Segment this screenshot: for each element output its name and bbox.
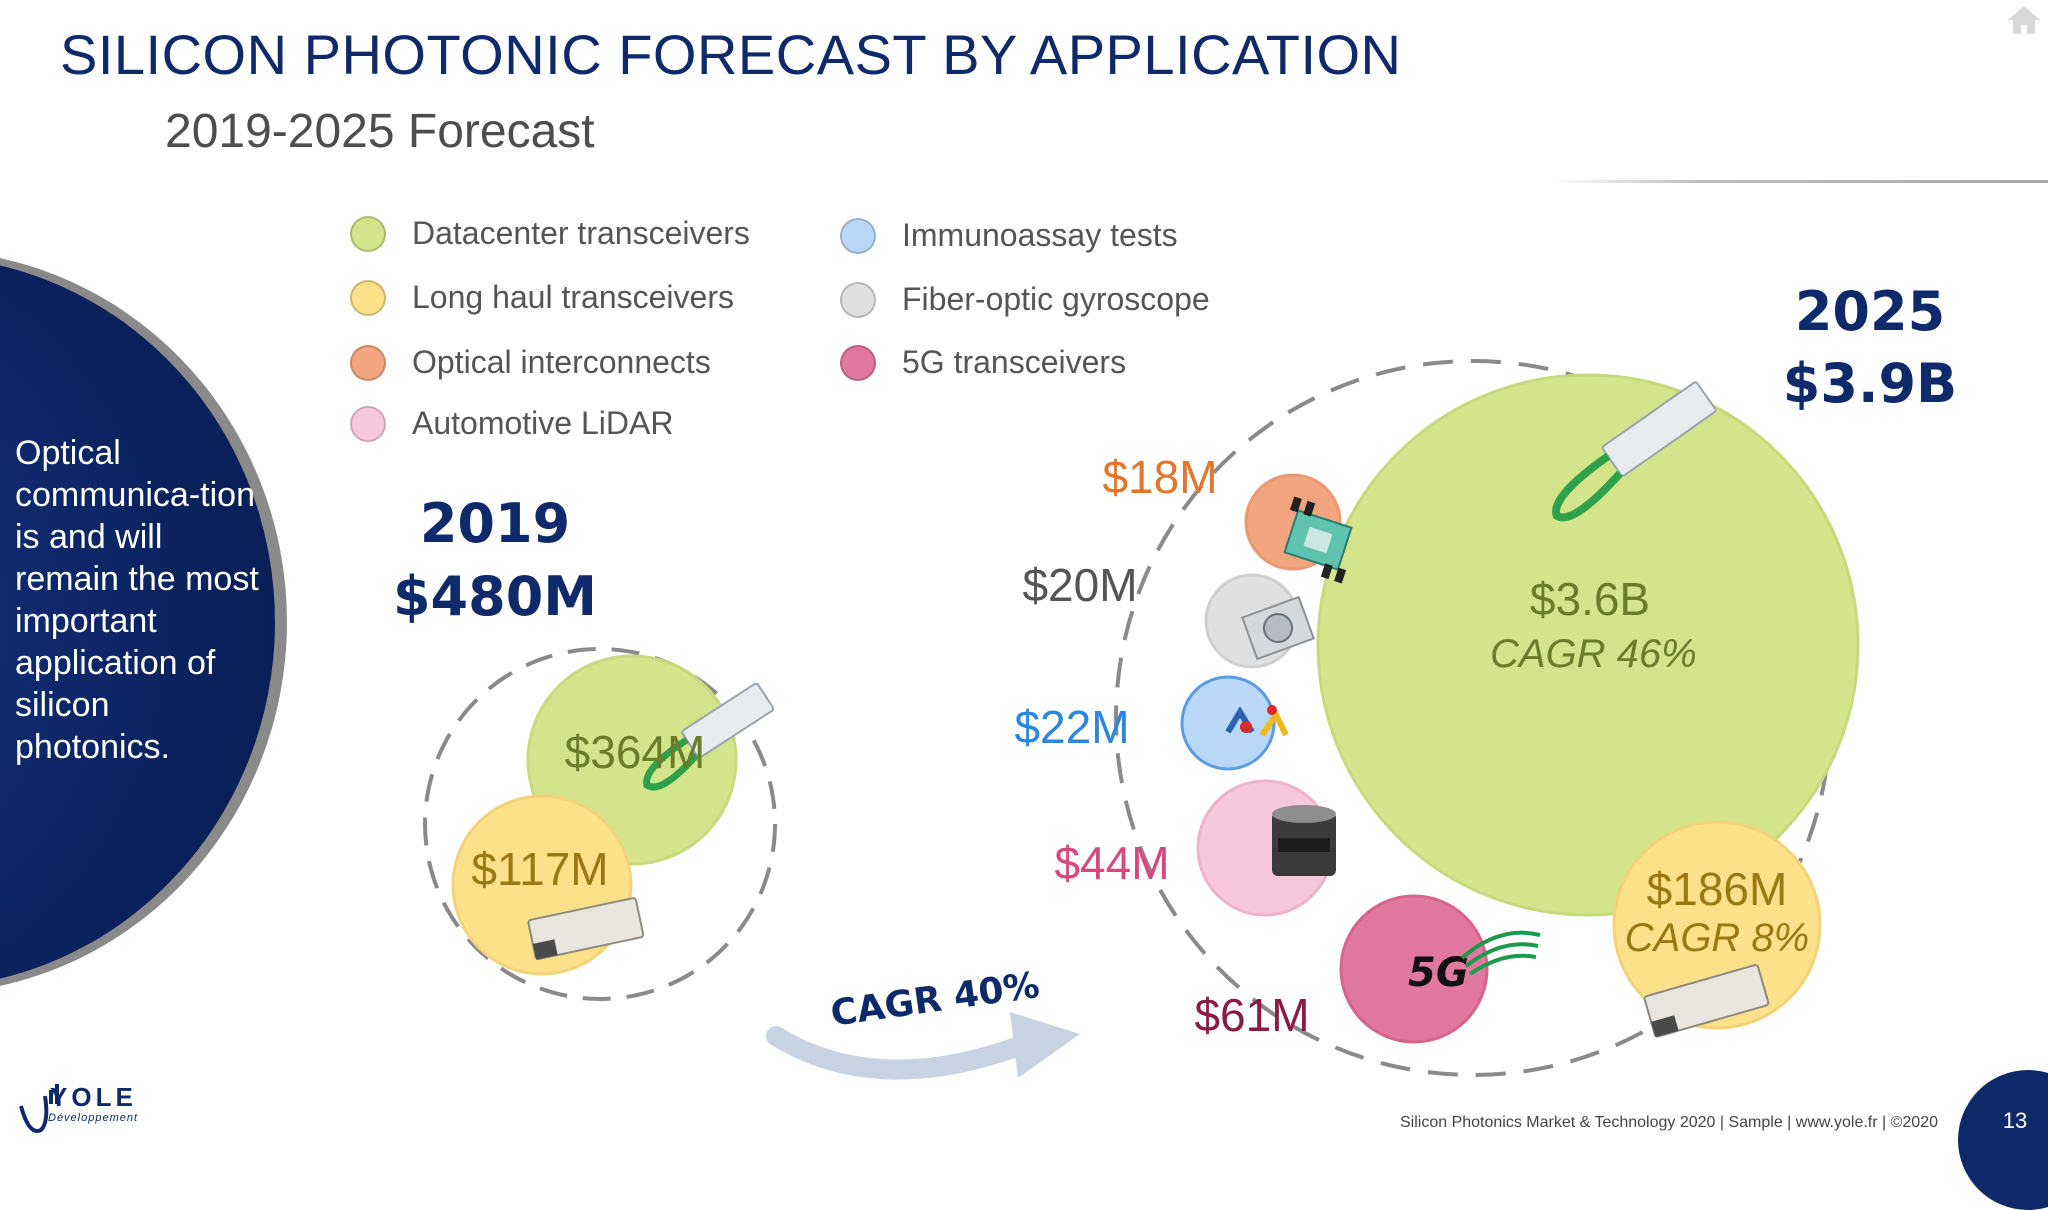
transceiver-module-icon [643,682,775,791]
home-icon[interactable] [2006,4,2042,36]
cagr-2025-long-haul: CAGR 8% [1624,916,1810,960]
legend-dot [350,344,386,381]
legend-label: Immunoassay tests [902,217,1178,253]
bubble-2025-immunoassay [1180,675,1276,771]
bubble-2025-long-haul [1612,820,1822,1030]
long-haul-module-icon [1643,964,1770,1038]
footer-text: Silicon Photonics Market & Technology 20… [1399,1114,1938,1131]
year-2019-label: 2019 [419,492,571,555]
legend-dot [350,405,386,442]
lidar-sensor-icon [1272,805,1336,876]
total-2025-value: $3.9B [1782,352,1958,415]
side-panel-shape [0,258,287,986]
legend-item-datacenter: Datacenter transceivers [350,215,750,252]
value-2025-5g: $61M [1194,989,1310,1041]
value-2019-datacenter: $364M [564,726,706,778]
legend-item-lidar: Automotive LiDAR [350,405,673,442]
bubble-2025-5g [1339,894,1489,1044]
gyroscope-icon [1241,595,1315,661]
legend-label: Datacenter transceivers [412,215,750,251]
legend-dot [840,344,876,381]
header-divider [1550,180,2048,183]
legend-label: 5G transceivers [902,344,1127,380]
yole-logo-icon [19,1084,59,1133]
logo-wordmark: YOLE [50,1082,137,1112]
value-2025-gyroscope: $20M [1022,559,1138,611]
legend-label: Fiber-optic gyroscope [902,281,1210,317]
legend-label: Automotive LiDAR [412,405,674,441]
legend-item-5g: 5G transceivers [840,344,1126,381]
svg-text:5G: 5G [1408,950,1469,996]
legend-dot [840,281,876,318]
legend-dot [350,279,386,316]
page-number: 13 [2002,1108,2028,1133]
value-2025-immunoassay: $22M [1014,701,1130,753]
cagr-2025-datacenter: CAGR 46% [1490,632,1697,676]
5g-logo-icon: 5G [1408,930,1541,996]
slide-title: SILICON PHOTONIC FORECAST BY APPLICATION [60,23,1402,86]
legend-label: Long haul transceivers [412,279,734,315]
chip-icon [1283,496,1353,584]
legend-dot [840,217,876,254]
transceiver-module-icon [1552,381,1717,522]
antibody-icon [1225,705,1289,737]
logo-subtitle: Développement [48,1112,139,1124]
legend-item-immunoassay: Immunoassay tests [840,217,1178,254]
value-2025-optical-interconnects: $18M [1102,451,1218,503]
legend-label: Optical interconnects [412,344,711,380]
growth-arrow [766,1026,1040,1080]
growth-arrow-head [1010,1012,1080,1078]
legend-item-optical-interconnects: Optical interconnects [350,344,711,381]
bubble-diagram: 5G [423,359,1860,1080]
value-2025-long-haul: $186M [1646,863,1788,915]
long-haul-module-icon [527,897,645,961]
value-2025-datacenter: $3.6B [1529,573,1651,625]
legend-item-gyroscope: Fiber-optic gyroscope [840,281,1210,318]
legend-dot [350,215,386,252]
bubble-2025-datacenter [1316,373,1860,917]
legend-item-long-haul: Long haul transceivers [350,279,734,316]
slide-subtitle: 2019-2025 Forecast [165,105,595,158]
value-2019-long-haul: $117M [471,843,609,895]
group-2019-outline [423,647,777,1001]
total-2019-value: $480M [392,565,598,628]
side-panel-text: Optical communica-tion is and will remai… [15,434,259,766]
year-2025-label: 2025 [1794,280,1946,343]
value-2025-lidar: $44M [1054,837,1170,889]
